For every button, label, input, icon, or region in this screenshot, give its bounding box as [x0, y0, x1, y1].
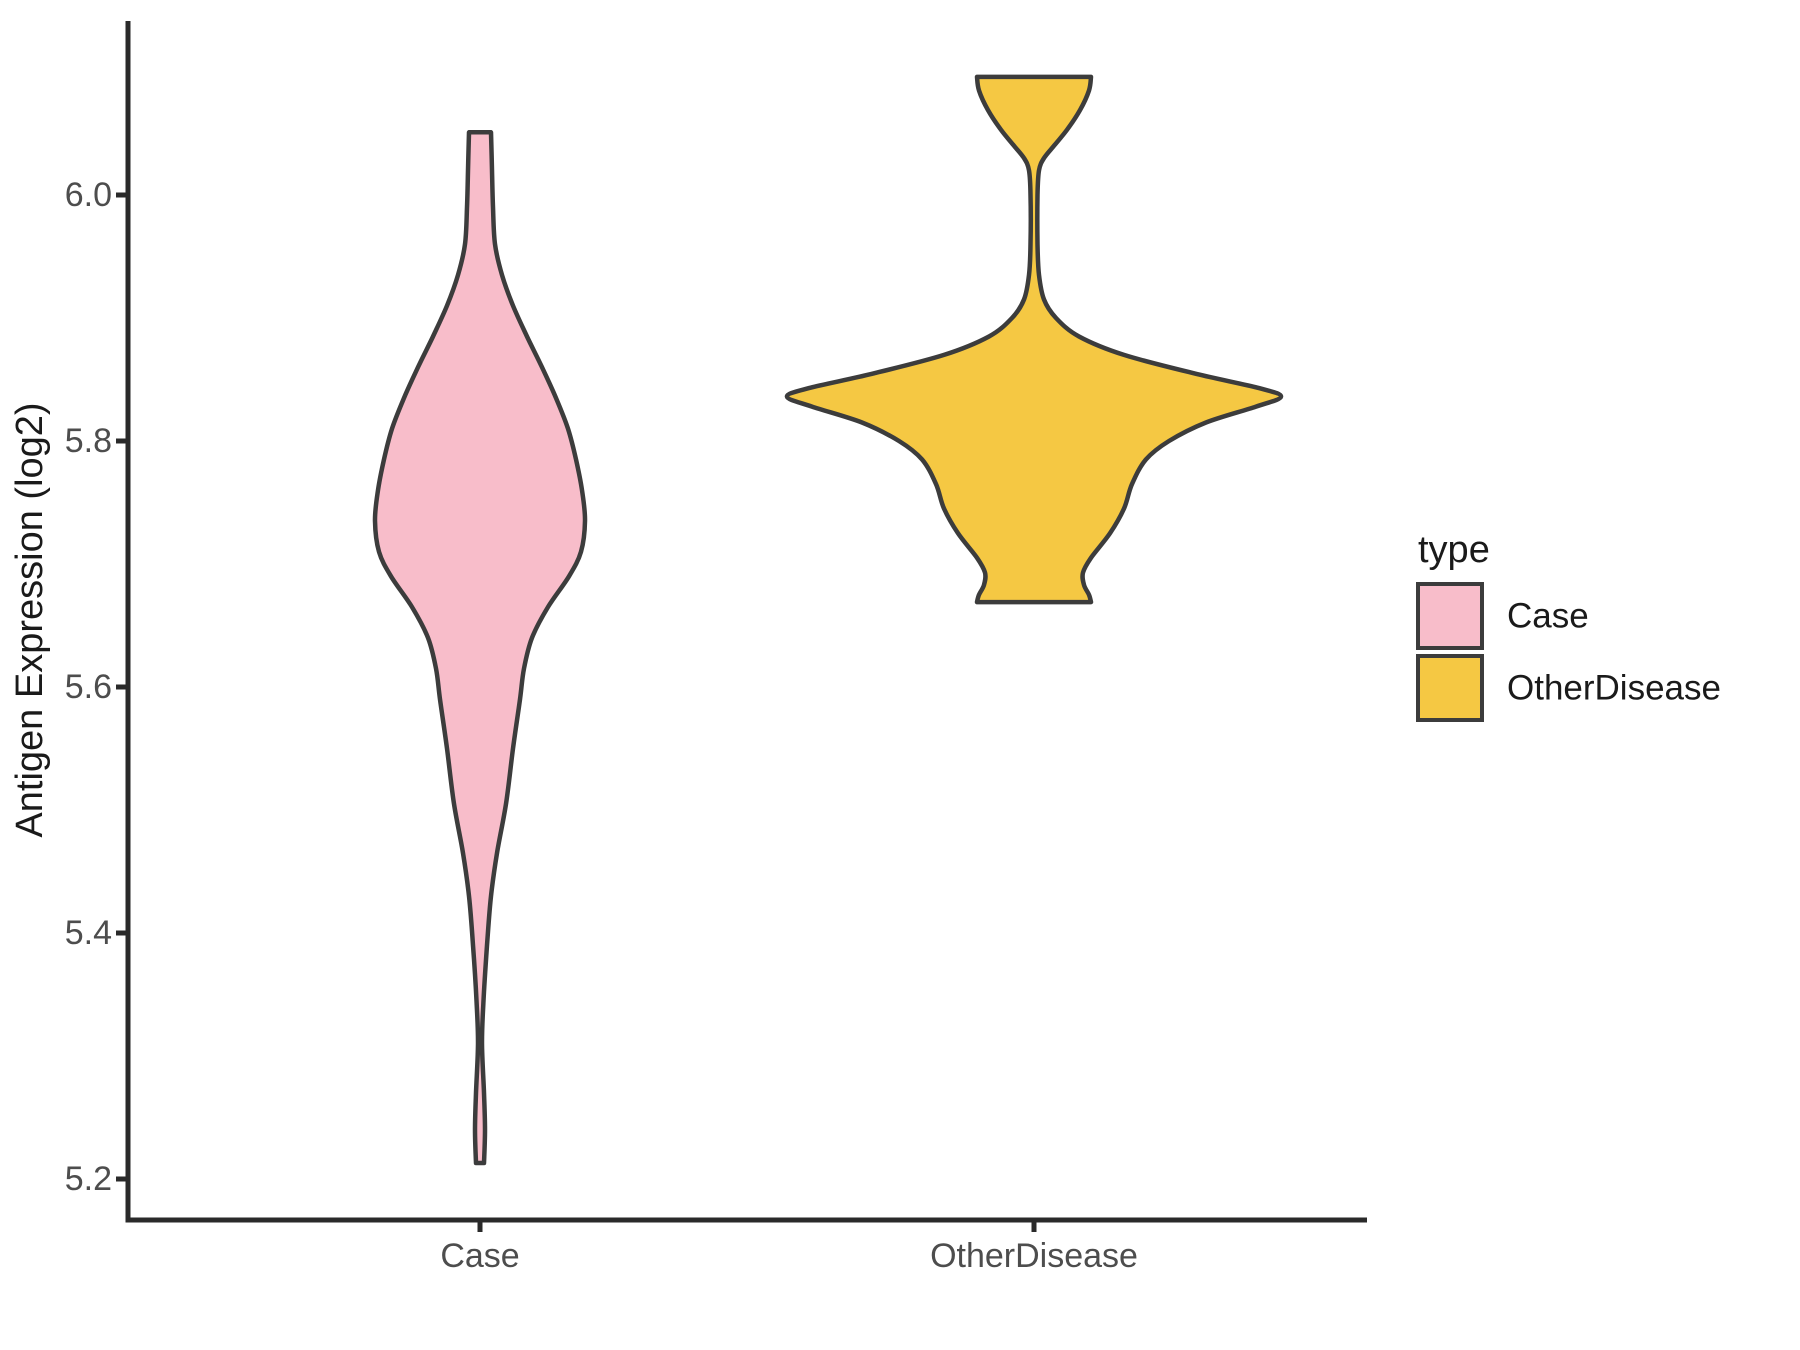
axis-lines [125, 21, 1367, 1223]
legend-title: type [1418, 529, 1490, 571]
x-category-label-case: Case [440, 1237, 519, 1275]
y-tick-label: 5.8 [65, 422, 112, 460]
y-tick-label: 6.0 [65, 176, 112, 214]
y-tick-label: 5.2 [65, 1160, 112, 1198]
y-tick-label: 5.6 [65, 668, 112, 706]
x-category-label-otherdisease: OtherDisease [930, 1237, 1138, 1275]
y-axis-title: Antigen Expression (log2) [9, 402, 51, 837]
violin-case [372, 130, 588, 1166]
legend: type Case OtherDisease [1416, 529, 1721, 722]
legend-key-case [1416, 582, 1484, 650]
legend-label-case: Case [1507, 597, 1589, 636]
legend-label-otherdisease: OtherDisease [1507, 669, 1721, 708]
y-tick-label: 5.4 [65, 914, 112, 952]
violin-otherdisease [784, 74, 1284, 605]
legend-key-otherdisease [1416, 654, 1484, 722]
